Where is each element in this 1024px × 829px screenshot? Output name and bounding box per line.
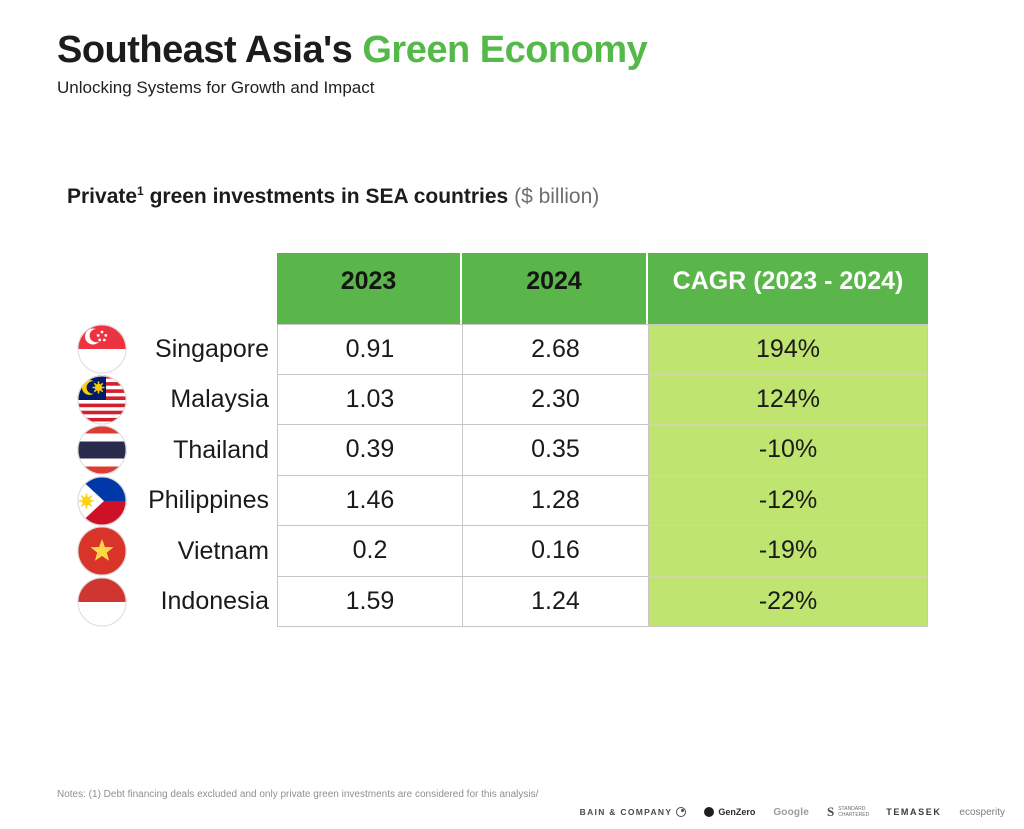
ecosperity-logo-text: ecosperity [959, 806, 1005, 818]
bain-compass-icon [676, 807, 687, 817]
footnotes: Notes: (1) Debt financing deals excluded… [57, 789, 539, 800]
row-label-singapore: Singapore [77, 324, 277, 375]
page-title-black: Southeast Asia's [57, 29, 353, 71]
cell-malaysia-cagr: 124% [648, 374, 928, 425]
bain-company-logo: BAIN & COMPANY [580, 807, 687, 817]
country-label: Malaysia [170, 385, 269, 414]
page-title-green: Green Economy [362, 29, 648, 71]
cell-malaysia-2023: 1.03 [277, 374, 462, 425]
cell-philippines-2023: 1.46 [277, 475, 462, 526]
section-heading-footnote-marker: 1 [137, 184, 144, 198]
column-header-2023: 2023 [277, 253, 462, 324]
philippines-flag-icon [77, 476, 127, 526]
cell-philippines-2024: 1.28 [462, 475, 648, 526]
section-heading: Private1 green investments in SEA countr… [67, 184, 599, 209]
genzero-logo-text: GenZero [718, 807, 756, 817]
cell-malaysia-2024: 2.30 [462, 374, 648, 425]
cell-thailand-2024: 0.35 [462, 425, 648, 476]
page-subtitle: Unlocking Systems for Growth and Impact [57, 77, 375, 97]
singapore-flag-icon [77, 324, 127, 374]
cell-indonesia-cagr: -22% [648, 576, 928, 627]
investments-table: 2023 2024 CAGR (2023 - 2024) Singapore 0… [77, 253, 928, 627]
cell-philippines-cagr: -12% [648, 475, 928, 526]
thailand-flag-icon [77, 425, 127, 475]
genzero-logo: GenZero [704, 807, 755, 817]
country-label: Vietnam [177, 536, 269, 565]
table-corner-cell [77, 253, 277, 324]
cell-vietnam-2023: 0.2 [277, 526, 462, 577]
bain-company-logo-text: BAIN & COMPANY [579, 807, 673, 817]
section-heading-lead: Private [67, 185, 138, 208]
standard-chartered-s-icon: S [826, 804, 835, 819]
cell-indonesia-2024: 1.24 [462, 576, 648, 627]
standard-chartered-logo-text: Standard Chartered [838, 806, 870, 818]
country-label: Philippines [148, 486, 269, 515]
country-label: Thailand [173, 435, 269, 464]
section-heading-unit: ($ billion) [514, 185, 600, 208]
cell-indonesia-2023: 1.59 [277, 576, 462, 627]
row-label-indonesia: Indonesia [77, 577, 277, 628]
row-label-thailand: Thailand [77, 425, 277, 476]
genzero-globe-icon [704, 807, 715, 817]
logo-strip: BAIN & COMPANY GenZero Google S Standard… [580, 800, 1005, 824]
cell-thailand-cagr: -10% [648, 425, 928, 476]
indonesia-flag-icon [77, 577, 127, 627]
cell-singapore-2024: 2.68 [462, 324, 648, 375]
vietnam-flag-icon [77, 526, 127, 576]
country-label: Indonesia [160, 587, 269, 616]
section-heading-rest: green investments in SEA countries [149, 185, 509, 208]
cell-singapore-cagr: 194% [648, 324, 928, 375]
row-label-malaysia: Malaysia [77, 375, 277, 426]
standard-chartered-logo: S Standard Chartered [826, 804, 870, 820]
row-label-philippines: Philippines [77, 476, 277, 527]
row-label-vietnam: Vietnam [77, 526, 277, 577]
malaysia-flag-icon [77, 375, 127, 425]
ecosperity-logo: ecosperity [959, 807, 1005, 818]
google-logo: Google [773, 807, 809, 818]
cell-vietnam-cagr: -19% [648, 526, 928, 577]
country-label: Singapore [155, 334, 269, 363]
cell-thailand-2023: 0.39 [277, 425, 462, 476]
temasek-logo-text: TEMASEK [886, 807, 942, 817]
column-header-cagr: CAGR (2023 - 2024) [648, 253, 928, 324]
google-logo-text: Google [773, 806, 809, 818]
cell-vietnam-2024: 0.16 [462, 526, 648, 577]
temasek-logo: TEMASEK [886, 807, 941, 817]
title-block: Southeast Asia's Green Economy Unlocking… [57, 29, 648, 98]
cell-singapore-2023: 0.91 [277, 324, 462, 375]
page-title: Southeast Asia's Green Economy [57, 29, 648, 72]
column-header-2024: 2024 [462, 253, 648, 324]
